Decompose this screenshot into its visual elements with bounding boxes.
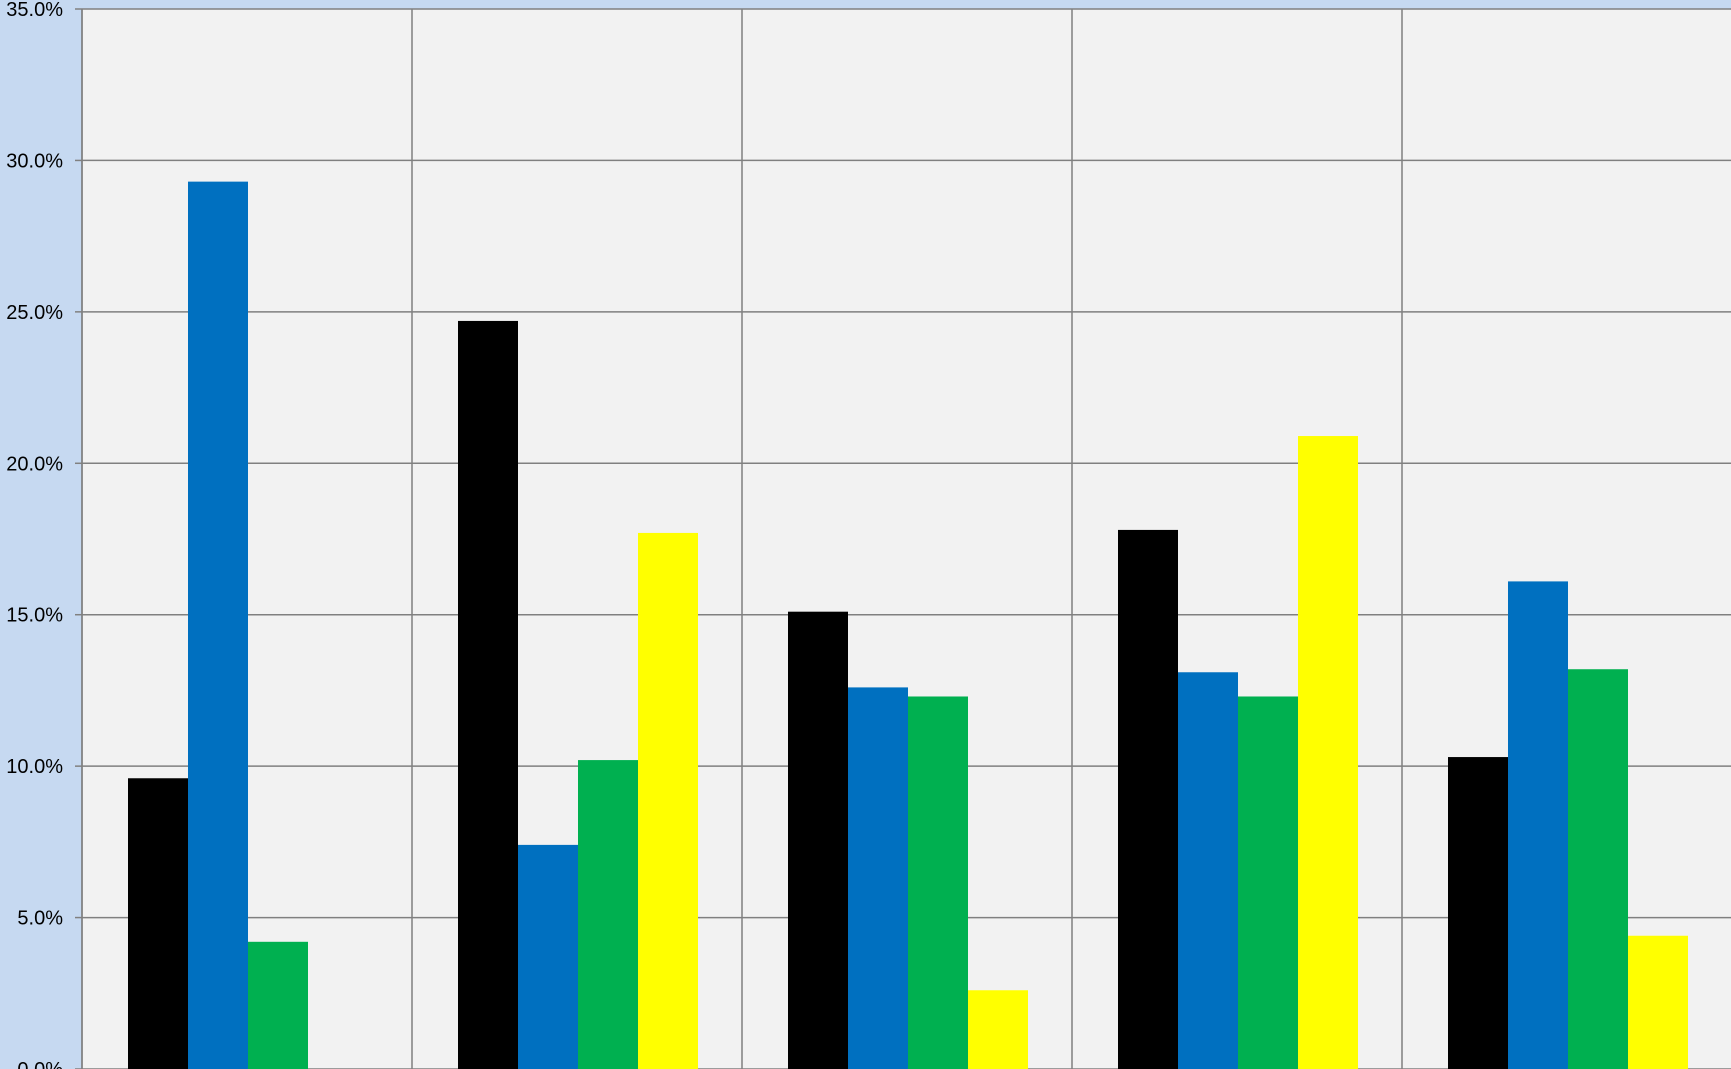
bar-series1-group1	[128, 778, 188, 1069]
bar-series4-group2	[638, 532, 698, 1069]
y-tick-label: 5.0%	[17, 908, 63, 930]
y-tick-label: 30.0%	[6, 150, 63, 172]
bar-series2-group2	[518, 844, 578, 1069]
y-axis: 0.0% 5.0% 10.0% 15.0% 20.0% 25.0% 30.0% 35.0%	[6, 0, 83, 1069]
bar-series2-group1	[188, 181, 248, 1069]
bar-series3-group1	[248, 941, 308, 1069]
y-tick-label: 20.0%	[6, 453, 63, 475]
bar-series3-group4	[1238, 696, 1298, 1069]
bar-series4-group5	[1628, 935, 1688, 1069]
y-tick-label: 0.0%	[17, 1059, 63, 1069]
bar-series4-group4	[1298, 436, 1358, 1069]
bar-series2-group4	[1178, 672, 1238, 1069]
bar-series3-group3	[908, 696, 968, 1069]
bar-series1-group2	[458, 320, 518, 1069]
bar-series3-group5	[1568, 669, 1628, 1069]
bar-series2-group3	[848, 687, 908, 1069]
bar-series1-group5	[1448, 757, 1508, 1069]
y-tick-label: 25.0%	[6, 302, 63, 324]
bar-series4-group3	[968, 990, 1028, 1069]
bar-series1-group3	[788, 611, 848, 1069]
bars	[128, 181, 1688, 1069]
y-tick-label: 10.0%	[6, 756, 63, 778]
bar-series3-group2	[578, 760, 638, 1069]
bar-series1-group4	[1118, 529, 1178, 1069]
y-tick-label: 35.0%	[6, 0, 63, 21]
y-tick-label: 15.0%	[6, 605, 63, 627]
bar-series2-group5	[1508, 581, 1568, 1069]
